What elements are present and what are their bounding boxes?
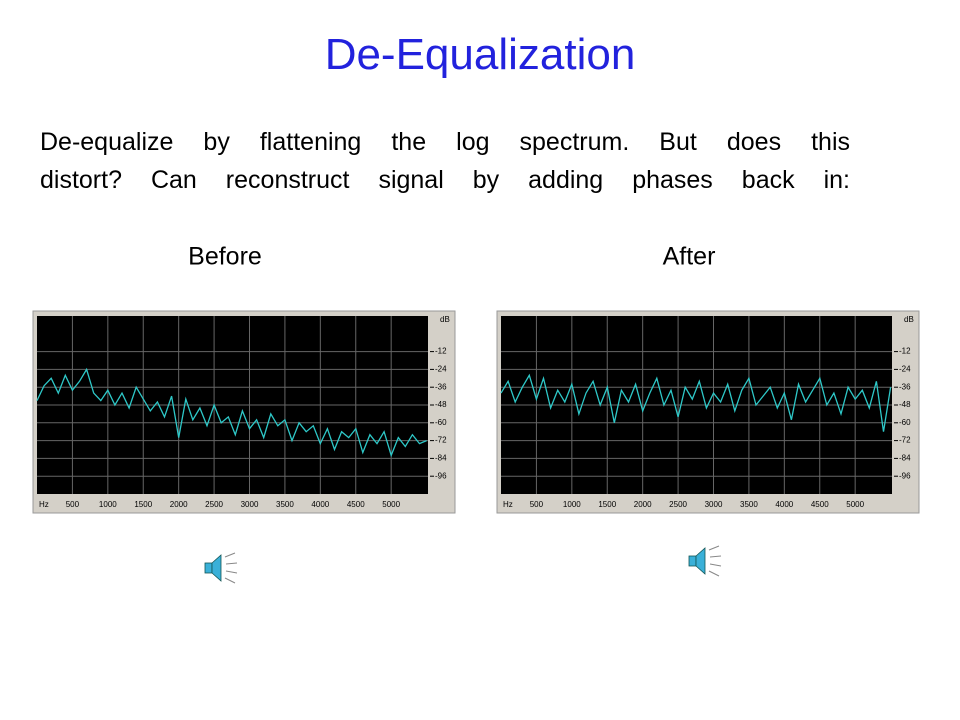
y-tick-label: -48 [899,400,911,409]
y-tick-label: -36 [899,382,911,391]
body-text: distort? Can reconstruct signal by addin… [40,166,850,194]
y-tick-label: -36 [435,382,447,391]
x-tick-label: 1500 [598,500,616,509]
y-axis-label: dB [904,315,914,324]
x-tick-label: 5000 [382,500,400,509]
x-tick-label: 1000 [563,500,581,509]
x-tick-label: 3500 [276,500,294,509]
x-tick-label: 1000 [99,500,117,509]
chart-title: Before [188,243,262,271]
x-tick-label: 2500 [205,500,223,509]
x-tick-label: 3000 [241,500,259,509]
x-tick-label: 3000 [705,500,723,509]
chart-title: After [663,243,716,271]
y-tick-label: -96 [899,471,911,480]
x-tick-label: 2000 [170,500,188,509]
y-tick-label: -12 [435,347,447,356]
y-tick-label: -24 [435,365,447,374]
body-text: De-equalize by flattening the log spectr… [40,128,850,156]
y-tick-label: -12 [899,347,911,356]
y-tick-label: -60 [435,418,447,427]
y-tick-label: -72 [899,436,911,445]
y-tick-label: -72 [435,436,447,445]
x-tick-label: 500 [530,500,544,509]
y-axis-label: dB [440,315,450,324]
x-tick-label: 4000 [311,500,329,509]
speaker-icon[interactable] [204,552,238,584]
spectrum-line [36,367,427,458]
y-tick-label: -60 [899,418,911,427]
x-axis-label: Hz [503,500,513,509]
x-tick-label: 3500 [740,500,758,509]
speaker-icon[interactable] [688,545,722,577]
y-tick-label: -96 [435,471,447,480]
spectrum-line [500,373,892,432]
x-tick-label: 2500 [669,500,687,509]
x-tick-label: 2000 [634,500,652,509]
slide-title: De-Equalization [324,30,636,79]
y-tick-label: -24 [899,365,911,374]
y-tick-label: -84 [899,454,911,463]
x-tick-label: 5000 [846,500,864,509]
x-tick-label: 1500 [134,500,152,509]
y-tick-label: -84 [435,454,447,463]
x-tick-label: 4000 [775,500,793,509]
x-tick-label: 4500 [347,500,365,509]
x-axis-label: Hz [39,500,49,509]
x-tick-label: 500 [66,500,80,509]
x-tick-label: 4500 [811,500,829,509]
y-tick-label: -48 [435,400,447,409]
